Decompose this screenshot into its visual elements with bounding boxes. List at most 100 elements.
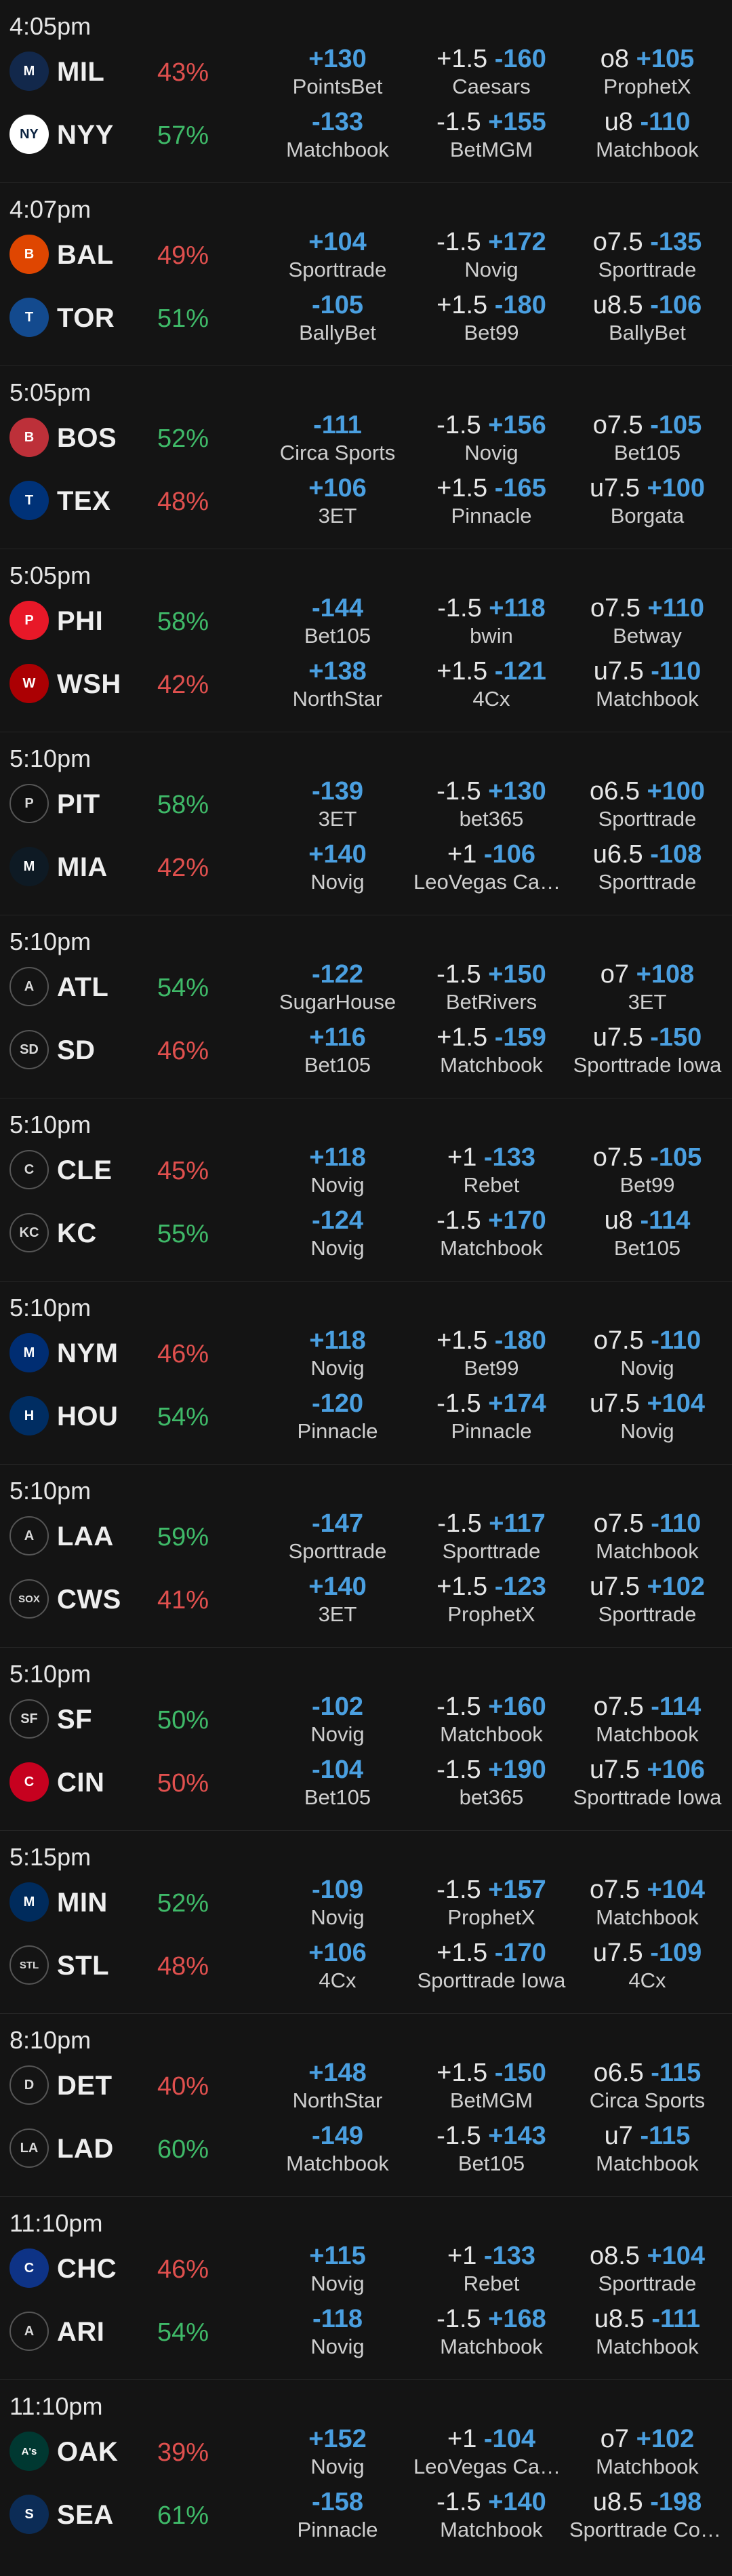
moneyline-cell[interactable]: -139 3ET: [270, 776, 405, 834]
total-cell[interactable]: u8.5 -106 BallyBet: [569, 290, 725, 348]
runline-cell[interactable]: -1.5 +168 Matchbook: [413, 2303, 569, 2362]
total-cell[interactable]: o7.5 -110 Matchbook: [569, 1508, 725, 1566]
moneyline-cell[interactable]: +106 3ET: [270, 473, 405, 531]
game-row[interactable]: 4:07pm B BAL 49% +104 Sporttrade -1.5 +172 Novi…: [0, 183, 732, 366]
total-cell[interactable]: o7 +102 Matchbook: [569, 2423, 725, 2482]
runline-cell[interactable]: +1.5 -165 Pinnacle: [413, 473, 569, 531]
runline-cell[interactable]: +1.5 -150 BetMGM: [413, 2057, 569, 2116]
moneyline-cell[interactable]: -147 Sporttrade: [270, 1508, 405, 1566]
runline-cell[interactable]: +1 -133 Rebet: [413, 1142, 569, 1200]
total-cell[interactable]: u8 -114 Bet105: [569, 1205, 725, 1263]
game-row[interactable]: 11:10pm C CHC 46% +115 Novig +1 -133 Rebet o8.5 …: [0, 2197, 732, 2380]
moneyline-cell[interactable]: +140 Novig: [270, 839, 405, 897]
runline-cell[interactable]: -1.5 +156 Novig: [413, 410, 569, 468]
moneyline-cell[interactable]: -102 Novig: [270, 1691, 405, 1749]
moneyline-cell[interactable]: +140 3ET: [270, 1571, 405, 1629]
moneyline-cell[interactable]: -133 Matchbook: [270, 106, 405, 165]
total-cell[interactable]: o8 +105 ProphetX: [569, 43, 725, 102]
moneyline-cell[interactable]: -118 Novig: [270, 2303, 405, 2362]
moneyline-cell[interactable]: +148 NorthStar: [270, 2057, 405, 2116]
total-cell[interactable]: u7.5 -109 4Cx: [569, 1937, 725, 1996]
moneyline-cell[interactable]: -144 Bet105: [270, 593, 405, 651]
total-cell[interactable]: o7.5 -105 Bet99: [569, 1142, 725, 1200]
moneyline-cell[interactable]: +138 NorthStar: [270, 656, 405, 714]
moneyline-cell[interactable]: +115 Novig: [270, 2240, 405, 2299]
line-value: -1.5: [436, 777, 481, 806]
moneyline-cell[interactable]: +116 Bet105: [270, 1022, 405, 1080]
moneyline-cell[interactable]: -104 Bet105: [270, 1754, 405, 1812]
runline-cell[interactable]: +1.5 -159 Matchbook: [413, 1022, 569, 1080]
runline-cell[interactable]: -1.5 +170 Matchbook: [413, 1205, 569, 1263]
game-row[interactable]: 5:10pm P PIT 58% -139 3ET -1.5 +130 bet365 o6.5 …: [0, 732, 732, 915]
runline-cell[interactable]: -1.5 +160 Matchbook: [413, 1691, 569, 1749]
total-cell[interactable]: o7.5 -105 Bet105: [569, 410, 725, 468]
moneyline-cell[interactable]: +130 PointsBet: [270, 43, 405, 102]
runline-cell[interactable]: +1 -133 Rebet: [413, 2240, 569, 2299]
game-row[interactable]: 5:10pm A LAA 59% -147 Sporttrade -1.5 +117 Spor…: [0, 1465, 732, 1648]
total-cell[interactable]: o7 +108 3ET: [569, 959, 725, 1017]
total-cell[interactable]: o8.5 +104 Sporttrade: [569, 2240, 725, 2299]
game-row[interactable]: 11:10pm A's OAK 39% +152 Novig +1 -104 LeoVegas…: [0, 2380, 732, 2563]
total-cell[interactable]: u7.5 +102 Sporttrade: [569, 1571, 725, 1629]
game-row[interactable]: 5:10pm C CLE 45% +118 Novig +1 -133 Rebet o7.5 -…: [0, 1098, 732, 1282]
runline-cell[interactable]: +1 -106 LeoVegas Canada: [413, 839, 569, 897]
moneyline-cell[interactable]: +104 Sporttrade: [270, 226, 405, 285]
game-row[interactable]: 8:10pm D DET 40% +148 NorthStar +1.5 -150 BetMG…: [0, 2014, 732, 2197]
game-row[interactable]: 5:10pm SF SF 50% -102 Novig -1.5 +160 Matchbook…: [0, 1648, 732, 1831]
moneyline-cell[interactable]: +118 Novig: [270, 1325, 405, 1383]
total-cell[interactable]: o7.5 -110 Novig: [569, 1325, 725, 1383]
total-cell[interactable]: u8 -110 Matchbook: [569, 106, 725, 165]
game-row[interactable]: 5:10pm A ATL 54% -122 SugarHouse -1.5 +150 BetR…: [0, 915, 732, 1098]
runline-cell[interactable]: +1.5 -180 Bet99: [413, 290, 569, 348]
runline-cell[interactable]: +1.5 -180 Bet99: [413, 1325, 569, 1383]
runline-cell[interactable]: +1.5 -160 Caesars: [413, 43, 569, 102]
runline-cell[interactable]: -1.5 +172 Novig: [413, 226, 569, 285]
total-cell[interactable]: o6.5 -115 Circa Sports: [569, 2057, 725, 2116]
runline-cell[interactable]: -1.5 +118 bwin: [413, 593, 569, 651]
line-value: +1.5: [436, 474, 488, 502]
total-cell[interactable]: o7.5 -114 Matchbook: [569, 1691, 725, 1749]
total-cell[interactable]: u8.5 -111 Matchbook: [569, 2303, 725, 2362]
moneyline-cell[interactable]: -158 Pinnacle: [270, 2486, 405, 2545]
moneyline-cell[interactable]: -109 Novig: [270, 1874, 405, 1933]
moneyline-cell[interactable]: +106 4Cx: [270, 1937, 405, 1996]
runline-cell[interactable]: +1.5 -121 4Cx: [413, 656, 569, 714]
runline-cell[interactable]: -1.5 +130 bet365: [413, 776, 569, 834]
moneyline-cell[interactable]: +118 Novig: [270, 1142, 405, 1200]
total-cell[interactable]: o6.5 +100 Sporttrade: [569, 776, 725, 834]
total-cell[interactable]: u7.5 +100 Borgata: [569, 473, 725, 531]
moneyline-cell[interactable]: -105 BallyBet: [270, 290, 405, 348]
runline-cell[interactable]: -1.5 +155 BetMGM: [413, 106, 569, 165]
runline-cell[interactable]: -1.5 +143 Bet105: [413, 2120, 569, 2179]
runline-cell[interactable]: -1.5 +150 BetRivers: [413, 959, 569, 1017]
runline-cell[interactable]: -1.5 +140 Matchbook: [413, 2486, 569, 2545]
moneyline-cell[interactable]: -122 SugarHouse: [270, 959, 405, 1017]
game-row[interactable]: 5:05pm B BOS 52% -111 Circa Sports -1.5 +156 No…: [0, 366, 732, 549]
runline-cell[interactable]: -1.5 +174 Pinnacle: [413, 1388, 569, 1446]
total-cell[interactable]: u7.5 +104 Novig: [569, 1388, 725, 1446]
total-cell[interactable]: u7.5 -150 Sporttrade Iowa: [569, 1022, 725, 1080]
moneyline-cell[interactable]: -149 Matchbook: [270, 2120, 405, 2179]
moneyline-cell[interactable]: -120 Pinnacle: [270, 1388, 405, 1446]
total-cell[interactable]: o7.5 +110 Betway: [569, 593, 725, 651]
runline-cell[interactable]: -1.5 +157 ProphetX: [413, 1874, 569, 1933]
total-cell[interactable]: u7.5 +106 Sporttrade Iowa: [569, 1754, 725, 1812]
game-row[interactable]: 5:05pm P PHI 58% -144 Bet105 -1.5 +118 bwin o7.5…: [0, 549, 732, 732]
moneyline-cell[interactable]: -124 Novig: [270, 1205, 405, 1263]
total-cell[interactable]: o7.5 +104 Matchbook: [569, 1874, 725, 1933]
game-row[interactable]: 5:15pm M MIN 52% -109 Novig -1.5 +157 ProphetX o…: [0, 1831, 732, 2014]
game-row[interactable]: 5:10pm M NYM 46% +118 Novig +1.5 -180 Bet99 o7.5…: [0, 1282, 732, 1465]
total-cell[interactable]: o7.5 -135 Sporttrade: [569, 226, 725, 285]
runline-cell[interactable]: +1.5 -123 ProphetX: [413, 1571, 569, 1629]
total-cell[interactable]: u7.5 -110 Matchbook: [569, 656, 725, 714]
moneyline-cell[interactable]: +152 Novig: [270, 2423, 405, 2482]
game-row[interactable]: 4:05pm M MIL 43% +130 PointsBet +1.5 -160 Caesa…: [0, 0, 732, 183]
total-cell[interactable]: u7 -115 Matchbook: [569, 2120, 725, 2179]
total-cell[interactable]: u6.5 -108 Sporttrade: [569, 839, 725, 897]
runline-cell[interactable]: -1.5 +117 Sporttrade: [413, 1508, 569, 1566]
runline-cell[interactable]: +1 -104 LeoVegas Canada: [413, 2423, 569, 2482]
runline-cell[interactable]: -1.5 +190 bet365: [413, 1754, 569, 1812]
moneyline-cell[interactable]: -111 Circa Sports: [270, 410, 405, 468]
runline-cell[interactable]: +1.5 -170 Sporttrade Iowa: [413, 1937, 569, 1996]
